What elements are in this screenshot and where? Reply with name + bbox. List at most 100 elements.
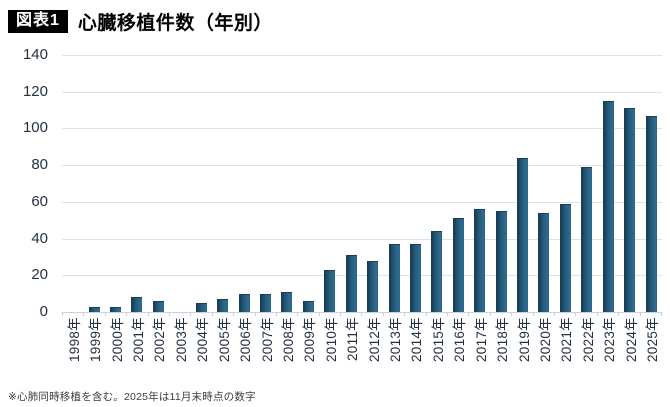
axis-tick (256, 313, 277, 316)
axis-tick (191, 313, 213, 316)
y-axis-label: 140 (22, 46, 48, 63)
bar-slot (555, 55, 576, 312)
x-axis-label: 2004年 (191, 317, 212, 385)
axis-tick (641, 313, 662, 316)
x-axis-label: 2003年 (169, 317, 190, 385)
x-axis-label: 2013年 (383, 317, 404, 385)
x-axis-label: 2005年 (212, 317, 233, 385)
x-axis-label: 2024年 (619, 317, 640, 385)
footnote: ※心肺同時移植を含む。2025年は11月末時点の数字 (8, 391, 256, 403)
gridline (62, 275, 662, 277)
axis-tick (384, 313, 406, 316)
x-axis-label: 2007年 (255, 317, 276, 385)
x-axis-label: 2002年 (148, 317, 169, 385)
axis-tick (619, 313, 641, 316)
y-axis-label: 20 (31, 266, 48, 284)
bar-series (62, 55, 662, 312)
chart-header: 図表1 心臓移植件数（年別） (8, 8, 273, 35)
bar (345, 255, 357, 312)
x-axis-label: 1999年 (83, 317, 104, 385)
y-axis-label: 100 (22, 119, 48, 137)
x-axis-label: 2001年 (126, 317, 147, 385)
x-axis-label: 2023年 (598, 317, 619, 385)
x-axis-label-text: 2008年 (280, 317, 296, 363)
bar (581, 166, 593, 312)
x-axis-label-text: 2001年 (130, 317, 146, 363)
bar-slot (298, 55, 319, 312)
bar-slot (490, 55, 511, 312)
bar-slot (105, 55, 126, 312)
bar-slot (233, 55, 254, 312)
bar (538, 212, 550, 312)
x-axis-label-text: 2022年 (580, 317, 596, 363)
bar (217, 299, 229, 312)
bar-slot (340, 55, 361, 312)
axis-tick (277, 313, 299, 316)
bar (388, 244, 400, 312)
y-axis-label: 0 (39, 303, 48, 320)
y-axis: 0 20 40 60 80 100 120 140 (0, 47, 48, 320)
bar (281, 291, 293, 312)
axis-tick (234, 313, 256, 316)
x-axis-label: 2016年 (448, 317, 469, 385)
x-axis-ticks (62, 313, 662, 316)
bar (88, 306, 100, 312)
axis-tick (427, 313, 449, 316)
bar (152, 301, 164, 312)
axis-tick (598, 313, 620, 316)
bar-slot (148, 55, 169, 312)
bar (431, 231, 443, 312)
x-axis-label: 2025年 (640, 317, 661, 385)
x-axis-label-text: 2013年 (388, 317, 404, 363)
x-axis-label: 2020年 (533, 317, 554, 385)
bar (409, 244, 421, 312)
x-axis-label: 2009年 (298, 317, 319, 385)
x-axis-label: 2017年 (469, 317, 490, 385)
bar (110, 306, 122, 312)
gridline (62, 201, 662, 203)
bar-slot (469, 55, 490, 312)
axis-tick (362, 313, 384, 316)
y-axis-label: 40 (31, 229, 48, 247)
x-axis-label-text: 2014年 (409, 317, 425, 363)
bar (302, 301, 314, 312)
gridline (62, 55, 662, 56)
bar (559, 203, 571, 312)
bar (602, 100, 614, 312)
bar (238, 293, 250, 312)
x-axis-label: 2019年 (512, 317, 533, 385)
plot-area (62, 55, 662, 313)
bar (195, 302, 207, 312)
x-axis-label-text: 2018年 (495, 317, 511, 363)
bar-slot (598, 55, 619, 312)
gridline (62, 165, 662, 167)
bar-slot (448, 55, 469, 312)
bar (624, 108, 636, 312)
bar (367, 260, 379, 312)
gridline (62, 238, 662, 240)
bar (495, 211, 507, 312)
axis-tick (555, 313, 577, 316)
x-axis-label: 2015年 (426, 317, 447, 385)
axis-tick (469, 313, 491, 316)
gridline (62, 91, 662, 93)
figure-badge: 図表1 (8, 10, 68, 33)
x-axis-label-text: 2015年 (430, 317, 446, 363)
axis-tick (576, 313, 598, 316)
axis-tick (320, 313, 342, 316)
axis-tick (213, 313, 235, 316)
x-axis-label: 2010年 (319, 317, 340, 385)
x-axis-labels: 1998年 1999年 2000年 2001年 2002年 2003年 2004年 2005年… (62, 317, 662, 385)
x-axis-label-text: 2009年 (302, 317, 318, 363)
x-axis-label-text: 2002年 (152, 317, 168, 363)
bar-slot (512, 55, 533, 312)
axis-tick (341, 313, 363, 316)
x-axis-label-text: 2023年 (602, 317, 618, 363)
axis-tick (62, 313, 85, 316)
gridline (62, 128, 662, 130)
x-axis-label-text: 2011年 (345, 317, 361, 362)
x-axis-label-text: 2003年 (173, 317, 189, 363)
bar-slot (383, 55, 404, 312)
x-axis-label-text: 2010年 (323, 317, 339, 363)
axis-tick (298, 313, 320, 316)
